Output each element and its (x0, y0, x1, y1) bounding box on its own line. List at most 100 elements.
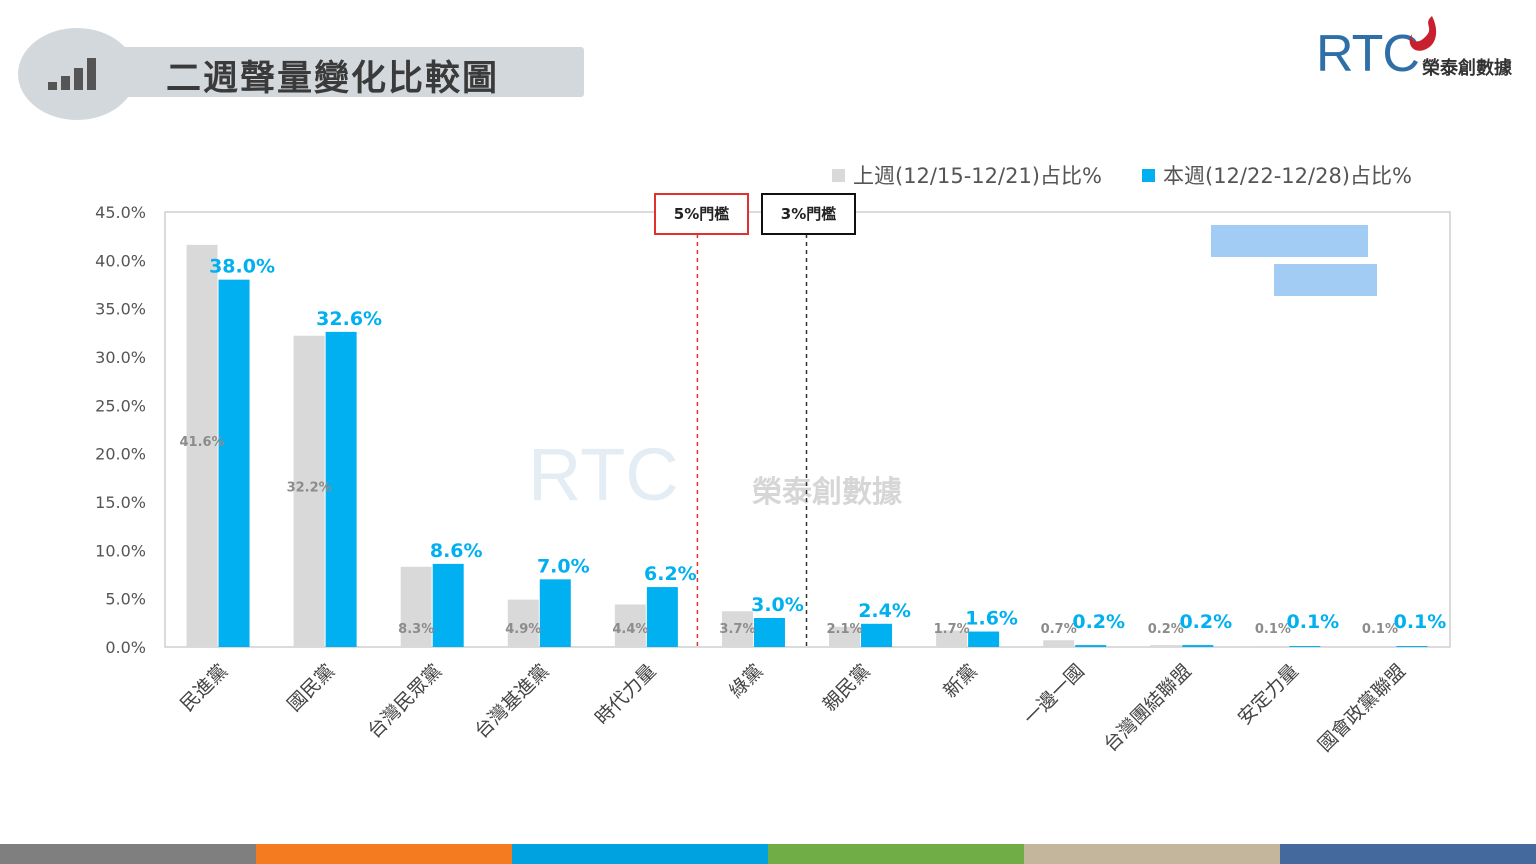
bar-this-week (861, 623, 893, 647)
bar-this-week (646, 587, 678, 647)
logo-cn: 榮泰創數據 (1422, 58, 1512, 79)
bar-this-week (218, 279, 250, 647)
x-tick-label: 時代力量 (591, 660, 660, 729)
bar-last-week (1257, 646, 1289, 647)
legend-swatch-this-week (1142, 169, 1155, 182)
data-label-last-week: 0.1% (1362, 622, 1398, 637)
y-tick-label: 40.0% (95, 251, 146, 270)
bar-this-week (325, 331, 357, 647)
x-tick-label: 安定力量 (1234, 660, 1303, 729)
y-tick-label: 35.0% (95, 300, 146, 319)
bar-this-week (968, 631, 1000, 647)
x-tick-label: 國會政黨聯盟 (1314, 660, 1410, 756)
bar-this-week (1396, 646, 1428, 647)
bar-last-week (936, 630, 968, 647)
data-label-this-week: 32.6% (316, 308, 382, 330)
data-label-this-week: 0.1% (1287, 611, 1340, 633)
bar-this-week (753, 618, 785, 647)
legend-swatch-last-week (832, 169, 845, 182)
bar-last-week (293, 335, 325, 647)
bar-this-week (1289, 646, 1321, 647)
data-label-last-week: 0.1% (1255, 622, 1291, 637)
page-title: 二週聲量變化比較圖 (166, 59, 500, 99)
bar-last-week (721, 611, 753, 647)
data-label-last-week: 1.7% (934, 622, 970, 637)
y-tick-label: 5.0% (105, 590, 146, 609)
note-subsidy-value: 3% (1311, 333, 1341, 354)
data-label-last-week: 4.9% (505, 622, 541, 637)
x-tick-label: 一邊一國 (1019, 660, 1088, 729)
bar-last-week (614, 604, 646, 647)
y-tick-label: 30.0% (95, 348, 146, 367)
y-tick-label: 20.0% (95, 445, 146, 464)
logo-latin: RTC (1316, 25, 1420, 83)
title-bar (78, 47, 584, 97)
y-tick-label: 10.0% (95, 541, 146, 560)
x-tick-label: 民進黨 (176, 660, 232, 716)
bar-this-week (1182, 645, 1214, 647)
data-label-last-week: 3.7% (719, 622, 755, 637)
bar-last-week (1043, 640, 1075, 647)
y-tick-label: 25.0% (95, 396, 146, 415)
legend-item-this-week: 本週(12/22-12/28)占比% (1142, 160, 1412, 190)
x-tick-label: 台灣基進黨 (471, 660, 554, 743)
y-tick-label: 0.0% (105, 638, 146, 657)
x-tick-label: 新黨 (939, 660, 981, 702)
company-logo: RTC 榮泰創數據 (1312, 14, 1527, 84)
threshold-3-box: 3%門檻 (761, 193, 856, 235)
data-label-this-week: 8.6% (430, 540, 483, 562)
footer-color-strip (0, 844, 1536, 864)
bar-this-week (432, 563, 464, 647)
bar-last-week (186, 244, 218, 647)
flame-icon (1409, 16, 1437, 51)
x-tick-label: 台灣民眾黨 (364, 660, 447, 743)
footer-segment-1 (0, 844, 256, 864)
data-label-last-week: 2.1% (827, 622, 863, 637)
x-tick-label: 親民黨 (819, 660, 875, 716)
threshold-5-box: 5%門檻 (654, 193, 749, 235)
data-label-this-week: 0.2% (1072, 611, 1125, 633)
bar-this-week (539, 579, 571, 647)
data-label-this-week: 0.1% (1394, 611, 1447, 633)
x-tick-label: 國民黨 (283, 660, 339, 716)
watermark-cn: 榮泰創數據 (752, 475, 903, 510)
data-label-this-week: 1.6% (965, 608, 1018, 630)
note-seat-threshold: 不分區席次門檻 5% (1211, 225, 1369, 315)
data-label-last-week: 0.2% (1148, 622, 1184, 637)
footer-segment-6 (1280, 844, 1536, 864)
bar-this-week (1075, 645, 1107, 647)
footer-segment-3 (512, 844, 768, 864)
bar-last-week (1364, 646, 1396, 647)
y-tick-label: 45.0% (95, 203, 146, 222)
note-subsidy-label: 補助門檻 (1295, 301, 1368, 322)
data-label-last-week: 32.2% (287, 480, 332, 495)
bar-last-week (1150, 645, 1182, 647)
data-label-last-week: 8.3% (398, 622, 434, 637)
data-label-this-week: 38.0% (209, 256, 275, 278)
watermark-latin: RTC (528, 433, 679, 516)
y-tick-label: 15.0% (95, 493, 146, 512)
data-label-last-week: 41.6% (179, 435, 224, 450)
footer-segment-4 (768, 844, 1024, 864)
x-tick-label: 台灣團結聯盟 (1100, 660, 1196, 756)
data-label-last-week: 4.4% (612, 622, 648, 637)
signal-bars-icon (48, 58, 96, 90)
x-tick-label: 綠黨 (725, 660, 767, 702)
data-label-this-week: 7.0% (537, 555, 590, 577)
legend-label-last-week: 上週(12/15-12/21)占比% (853, 164, 1102, 188)
footer-segment-5 (1024, 844, 1280, 864)
bar-last-week (829, 626, 861, 647)
note-seat-value: 5% (1248, 294, 1278, 315)
footer-segment-2 (256, 844, 512, 864)
bar-last-week (507, 599, 539, 647)
data-label-this-week: 6.2% (644, 563, 697, 585)
note-subsidy-threshold: 補助門檻 3% (1274, 264, 1378, 354)
data-label-last-week: 0.7% (1041, 622, 1077, 637)
legend-item-last-week: 上週(12/15-12/21)占比% (832, 160, 1102, 190)
legend-label-this-week: 本週(12/22-12/28)占比% (1163, 164, 1412, 188)
title-banner: 二週聲量變化比較圖 (18, 28, 584, 120)
data-label-this-week: 2.4% (858, 600, 911, 622)
data-label-this-week: 0.2% (1179, 611, 1232, 633)
data-label-this-week: 3.0% (751, 594, 804, 616)
